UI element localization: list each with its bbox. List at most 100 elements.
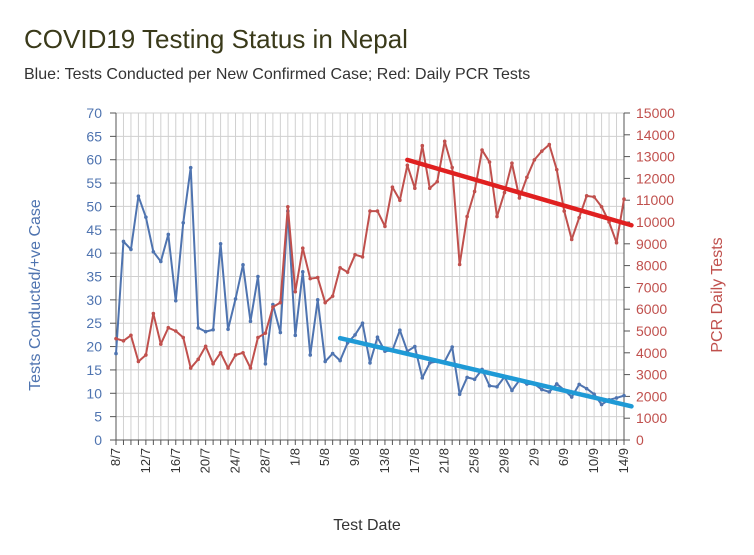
data-point-right — [181, 335, 186, 340]
y-tick-label-right: 4000 — [636, 345, 667, 361]
data-point-right — [286, 204, 290, 209]
trend-line-left — [337, 335, 634, 409]
data-point-left — [136, 194, 141, 198]
data-point-left — [278, 330, 283, 335]
data-point-left — [420, 376, 425, 380]
x-tick-label: 2/9 — [526, 448, 541, 466]
data-point-right — [562, 209, 567, 213]
x-tick-label: 17/8 — [407, 448, 422, 473]
data-point-right — [599, 204, 604, 209]
data-point-left — [315, 298, 320, 302]
y-tick-label-right: 14000 — [636, 127, 675, 143]
data-point-right — [390, 185, 395, 189]
data-point-left — [487, 384, 492, 388]
data-point-right — [413, 186, 417, 191]
data-point-right — [532, 158, 537, 162]
data-point-right — [323, 300, 327, 305]
data-point-left — [293, 333, 298, 338]
data-point-left — [547, 390, 552, 394]
data-point-right — [233, 353, 238, 357]
data-point-right — [592, 195, 596, 199]
y-tick-label-right: 3000 — [636, 367, 667, 383]
data-point-left — [144, 215, 148, 219]
data-point-left — [196, 326, 200, 330]
data-point-right — [241, 351, 245, 355]
x-tick-label: 12/7 — [138, 448, 153, 473]
trend-lines — [337, 157, 634, 409]
data-point-right — [353, 252, 357, 257]
data-point-left — [360, 321, 365, 326]
data-point-left — [457, 392, 462, 397]
y-tick-label-left: 10 — [86, 385, 102, 401]
data-point-right — [368, 209, 372, 213]
data-point-right — [547, 142, 552, 147]
trend-line-right — [405, 157, 634, 228]
data-point-right — [308, 276, 313, 281]
data-point-left — [398, 328, 402, 333]
data-point-right — [472, 189, 477, 194]
data-point-left — [622, 393, 626, 398]
data-point-left — [330, 351, 335, 356]
data-point-left — [577, 382, 581, 387]
data-point-right — [248, 366, 253, 370]
data-point-left — [188, 165, 193, 170]
x-tick-label: 9/8 — [347, 448, 362, 466]
data-point-left — [368, 361, 372, 365]
y-tick-label-left: 50 — [86, 198, 102, 214]
y-tick-label-left: 30 — [86, 292, 102, 308]
right-axis-ticks: 0 1000 2000 3000 4000 5000 6000 7000 8000 9000 100… — [636, 105, 675, 448]
y-tick-label-right: 13000 — [636, 149, 675, 165]
y-tick-label-right: 1000 — [636, 410, 667, 426]
data-point-left — [450, 345, 454, 349]
data-point-left — [248, 319, 253, 324]
y-tick-label-right: 11000 — [636, 192, 674, 208]
data-point-left — [263, 362, 268, 366]
data-point-left — [166, 232, 171, 237]
x-tick-label: 24/7 — [228, 448, 243, 473]
data-point-left — [211, 327, 215, 332]
y-tick-label-left: 20 — [86, 339, 102, 355]
y-tick-label-left: 60 — [86, 152, 102, 168]
data-point-left — [233, 297, 238, 301]
data-point-left — [173, 298, 178, 303]
data-point-left — [114, 351, 118, 356]
data-point-left — [218, 242, 223, 246]
data-point-right — [405, 163, 410, 168]
data-point-right — [300, 246, 305, 250]
data-point-right — [398, 198, 402, 202]
x-tick-label: 29/8 — [496, 448, 511, 473]
x-axis-label: Test Date — [333, 517, 401, 534]
data-point-right — [278, 300, 283, 305]
y-tick-label-left: 15 — [86, 362, 102, 378]
data-point-right — [226, 366, 230, 370]
data-point-right — [383, 224, 387, 229]
y-tick-label-left: 55 — [86, 175, 102, 191]
x-axis-ticks: 8/7 12/7 16/7 20/7 24/7 28/7 1/8 5/8 9/8 13/8 17/8… — [108, 448, 631, 473]
data-point-left — [308, 353, 313, 357]
data-point-right — [569, 237, 574, 242]
y-tick-label-right: 12000 — [636, 170, 675, 186]
y-tick-label-right: 2000 — [636, 388, 667, 404]
data-point-right — [435, 179, 440, 184]
x-tick-label: 8/7 — [108, 448, 123, 466]
data-point-right — [114, 336, 118, 341]
data-point-left — [584, 386, 589, 391]
data-point-left — [338, 358, 342, 363]
data-point-right — [173, 329, 178, 333]
data-point-right — [136, 359, 141, 364]
x-tick-label: 1/8 — [287, 448, 302, 466]
data-point-left — [300, 270, 305, 274]
y-tick-label-right: 0 — [636, 432, 644, 448]
data-point-left — [353, 333, 357, 337]
data-point-right — [166, 325, 171, 330]
data-point-left — [540, 387, 544, 392]
y-axis-label-left: Tests Conducted/+ve Case — [27, 199, 44, 391]
data-point-right — [271, 305, 275, 309]
data-point-left — [226, 327, 230, 332]
data-point-right — [263, 331, 268, 335]
data-point-right — [196, 357, 200, 362]
data-point-left — [495, 384, 499, 389]
x-tick-label: 6/9 — [556, 448, 571, 466]
x-tick-label: 25/8 — [467, 448, 482, 473]
data-point-right — [144, 353, 148, 357]
